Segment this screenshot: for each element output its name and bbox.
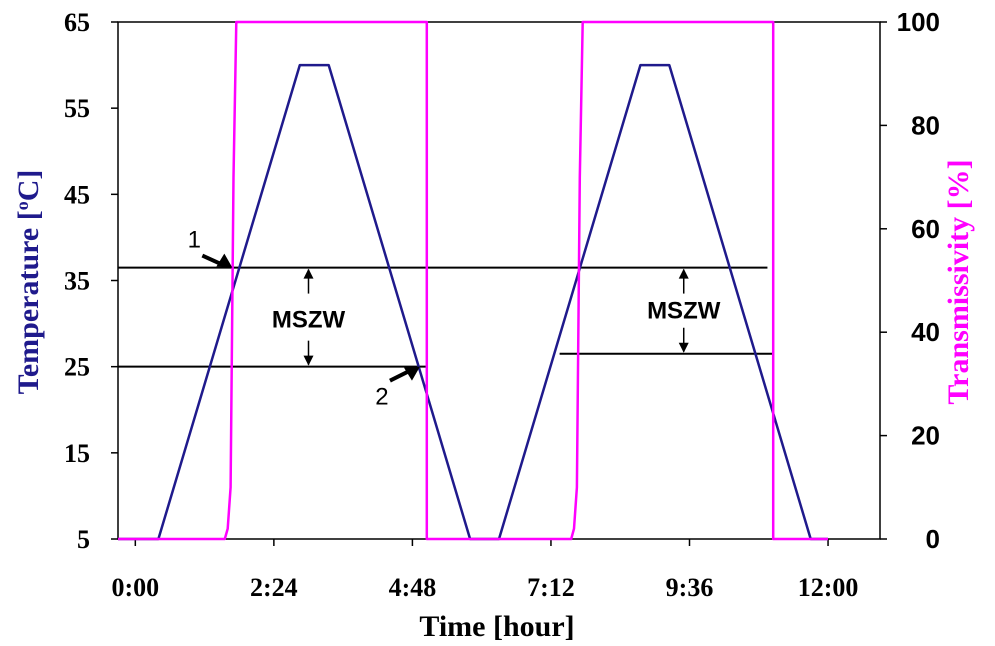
- y-left-tick-label: 5: [77, 525, 90, 554]
- y-axis-right-title: Transmissivity [%]: [942, 159, 975, 404]
- marker-group: 1: [188, 227, 233, 268]
- marker-arrow-head: [403, 366, 420, 381]
- y-axis-left-title: Temperature [oC]: [12, 170, 45, 395]
- y-right-tick-label: 80: [911, 110, 940, 140]
- marker-label: 2: [375, 384, 388, 411]
- y-left-tick-label: 55: [64, 94, 90, 123]
- mszw-arrow-up-head: [303, 268, 314, 279]
- marker-group: 2: [375, 366, 420, 411]
- y-right-tick-label: 40: [911, 317, 940, 347]
- mszw-label: MSZW: [272, 306, 346, 333]
- mszw-arrow-up-head: [678, 268, 689, 279]
- y-right-tick-label: 20: [911, 421, 940, 451]
- y-left-tick-label: 45: [64, 180, 90, 209]
- y-right-tick-label: 100: [897, 7, 940, 37]
- y-right-tick-label: 0: [926, 524, 940, 554]
- x-tick-label: 2:24: [250, 573, 298, 602]
- x-tick-label: 9:36: [666, 573, 714, 602]
- x-tick-label: 12:00: [798, 573, 859, 602]
- y-right-tick-label: 60: [911, 214, 940, 244]
- mszw-arrow-down-head: [303, 355, 314, 366]
- x-tick-label: 0:00: [111, 573, 159, 602]
- y-left-tick-label: 15: [64, 439, 90, 468]
- x-tick-label: 4:48: [389, 573, 437, 602]
- y-left-tick-label: 35: [64, 267, 90, 296]
- x-axis-title: Time [hour]: [419, 610, 574, 643]
- mszw-label: MSZW: [647, 298, 721, 325]
- marker-arrow-head: [216, 253, 233, 268]
- y-left-tick-label: 25: [64, 353, 90, 382]
- y-left-tick-label: 65: [64, 8, 90, 37]
- transmissivity-series-line: [118, 20, 828, 541]
- marker-label: 1: [188, 227, 201, 254]
- mszw-arrow-down-head: [678, 342, 689, 353]
- temperature-series-line: [118, 63, 828, 541]
- x-tick-label: 7:12: [527, 573, 575, 602]
